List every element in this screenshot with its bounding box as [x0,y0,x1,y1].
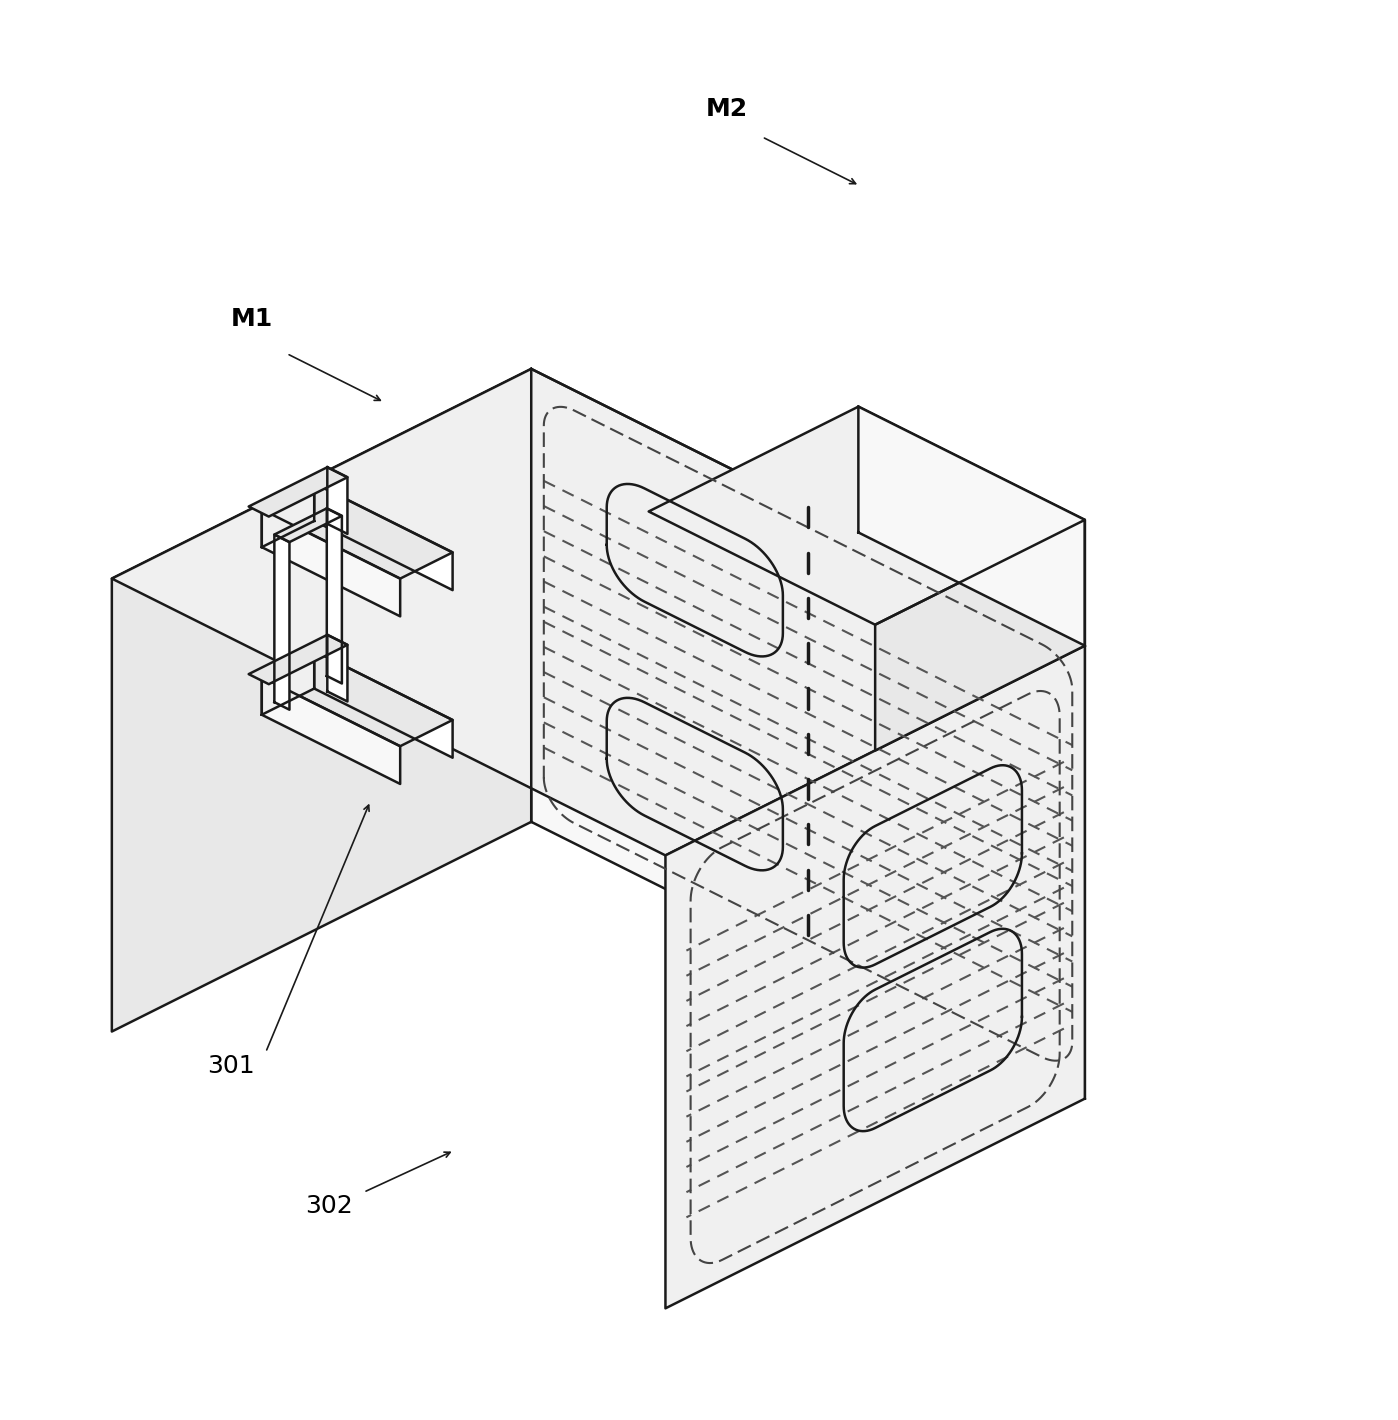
Polygon shape [261,650,315,714]
Polygon shape [327,467,348,534]
Polygon shape [274,508,343,542]
Text: M2: M2 [706,97,748,121]
Text: M1: M1 [231,307,273,331]
Polygon shape [249,467,348,517]
Polygon shape [112,369,531,1031]
Polygon shape [649,406,1085,625]
Polygon shape [261,677,400,784]
Polygon shape [531,369,1085,1099]
Polygon shape [261,650,453,746]
Polygon shape [261,510,400,616]
Polygon shape [315,483,453,591]
Polygon shape [261,483,315,547]
Polygon shape [112,369,1085,855]
Polygon shape [665,646,1085,1308]
Polygon shape [274,534,289,710]
Polygon shape [327,508,343,683]
Text: 301: 301 [207,1055,254,1079]
Polygon shape [858,406,1085,646]
Polygon shape [875,520,1085,751]
Text: 302: 302 [305,1194,352,1218]
Text: 300: 300 [1025,1005,1072,1030]
Polygon shape [327,635,348,701]
Polygon shape [315,650,453,758]
Polygon shape [249,635,348,684]
Polygon shape [261,483,453,578]
